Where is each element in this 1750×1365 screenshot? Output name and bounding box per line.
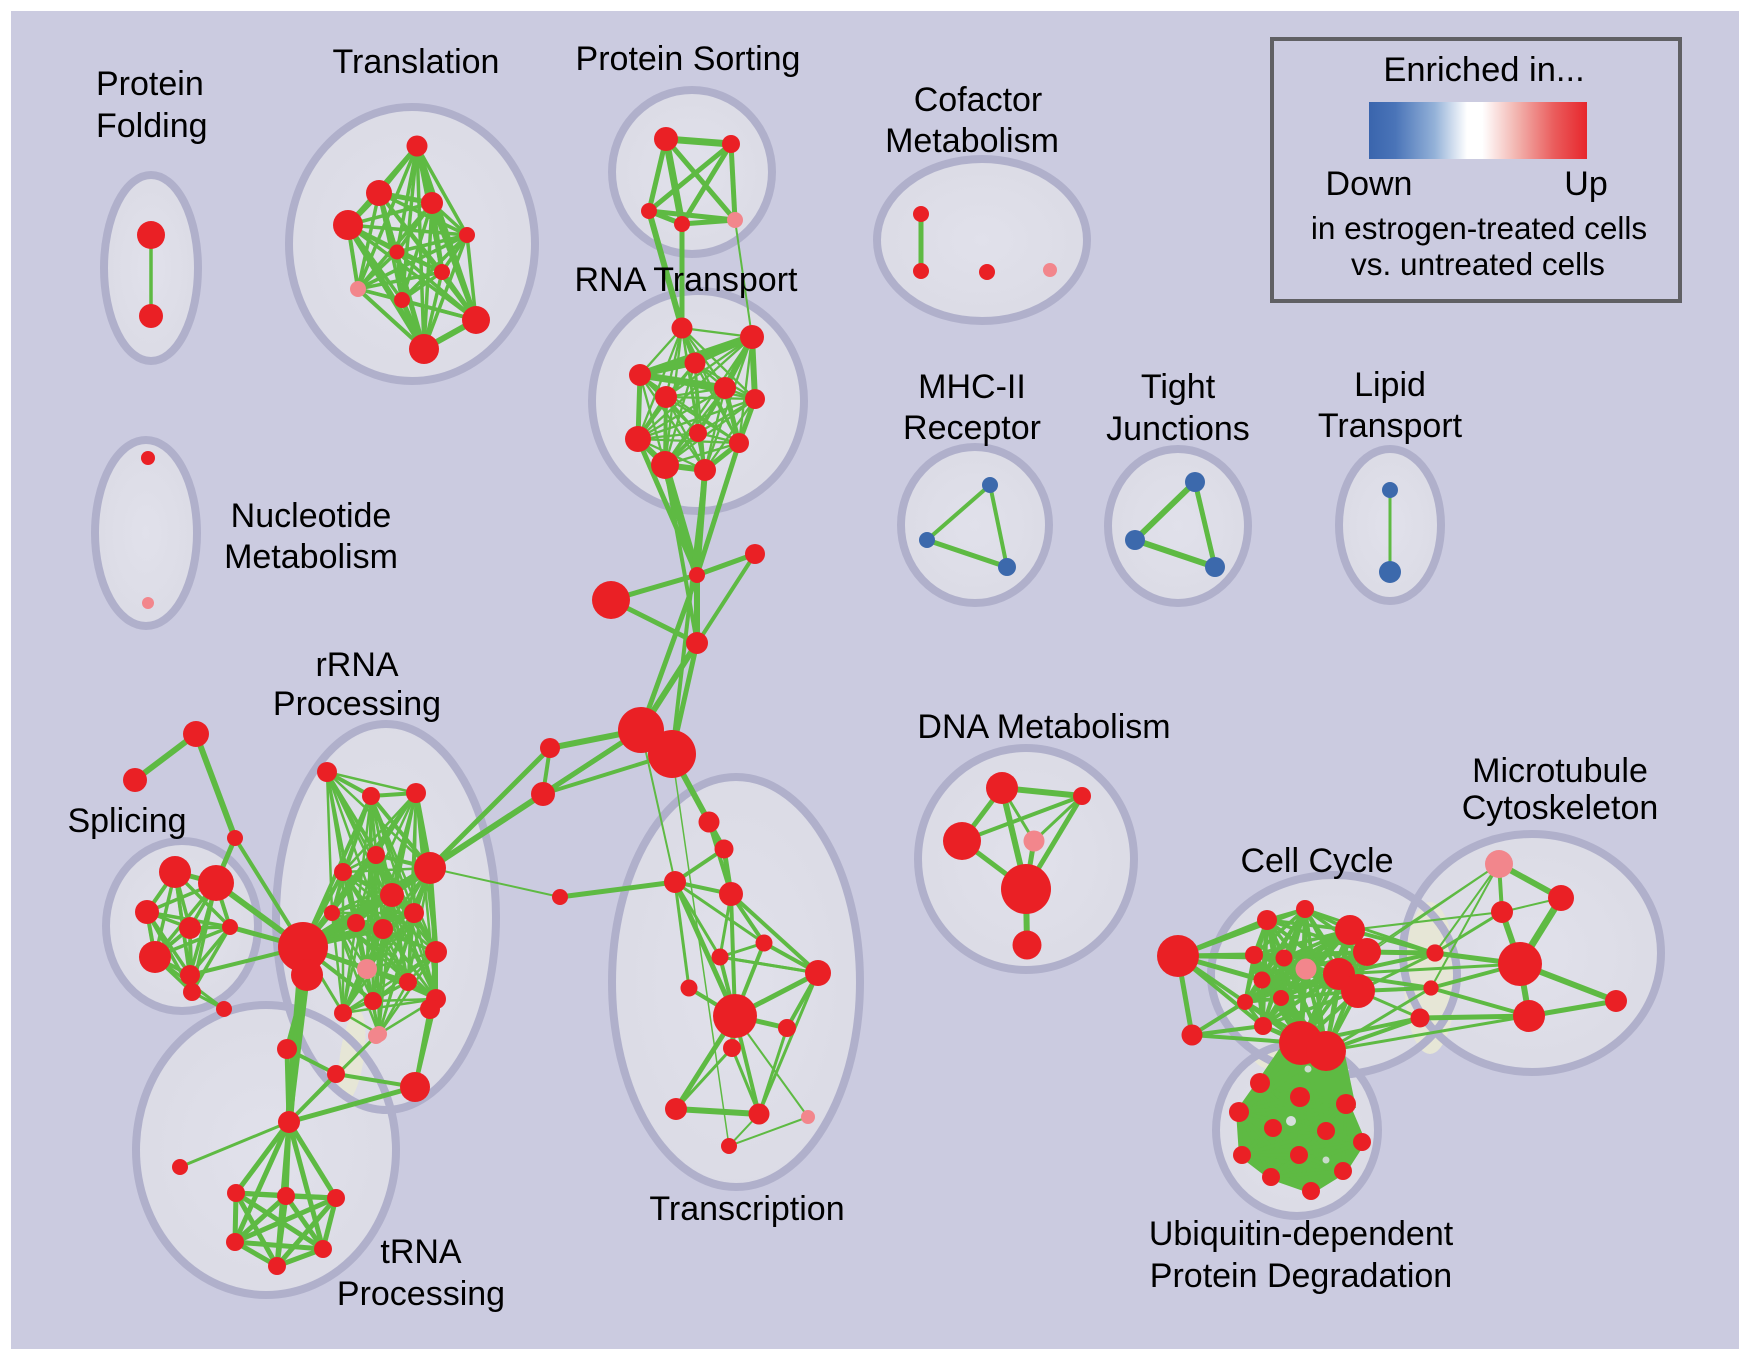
svg-text:rRNA: rRNA [315, 646, 398, 684]
svg-text:Protein Degradation: Protein Degradation [1150, 1257, 1452, 1295]
svg-text:Down: Down [1326, 165, 1413, 203]
svg-text:tRNA: tRNA [380, 1233, 462, 1271]
svg-text:Protein Sorting: Protein Sorting [576, 40, 801, 78]
svg-text:Transport: Transport [1318, 407, 1463, 445]
svg-text:in estrogen-treated cells: in estrogen-treated cells [1311, 210, 1647, 246]
svg-text:Splicing: Splicing [67, 802, 186, 840]
svg-text:Metabolism: Metabolism [885, 122, 1059, 160]
svg-text:Microtubule: Microtubule [1472, 752, 1648, 790]
svg-text:MHC-II: MHC-II [918, 368, 1026, 406]
svg-text:DNA Metabolism: DNA Metabolism [917, 708, 1170, 746]
svg-text:Cytoskeleton: Cytoskeleton [1462, 789, 1659, 827]
svg-text:Junctions: Junctions [1106, 410, 1250, 448]
svg-text:Enriched in...: Enriched in... [1383, 51, 1584, 89]
svg-text:Protein: Protein [96, 65, 204, 103]
svg-text:Receptor: Receptor [903, 409, 1041, 447]
svg-text:Folding: Folding [96, 107, 208, 145]
svg-text:vs. untreated cells: vs. untreated cells [1351, 246, 1605, 282]
svg-text:Processing: Processing [273, 685, 441, 723]
svg-text:Lipid: Lipid [1354, 366, 1426, 404]
svg-text:Processing: Processing [337, 1275, 505, 1313]
svg-text:Ubiquitin-dependent: Ubiquitin-dependent [1149, 1215, 1454, 1253]
svg-text:Translation: Translation [333, 43, 500, 81]
svg-text:Cell Cycle: Cell Cycle [1240, 842, 1393, 880]
svg-text:Tight: Tight [1141, 368, 1216, 406]
svg-text:Cofactor: Cofactor [914, 81, 1043, 119]
svg-text:Up: Up [1564, 165, 1607, 203]
svg-text:Nucleotide: Nucleotide [231, 497, 392, 535]
svg-text:Metabolism: Metabolism [224, 538, 398, 576]
svg-text:RNA Transport: RNA Transport [575, 261, 799, 299]
svg-text:Transcription: Transcription [649, 1190, 844, 1228]
